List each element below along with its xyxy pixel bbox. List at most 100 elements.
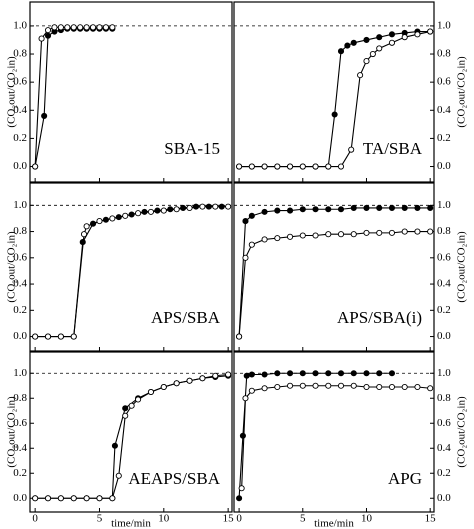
data-point: [414, 228, 421, 235]
data-point: [337, 382, 345, 389]
data-point: [388, 383, 396, 391]
data-point: [70, 495, 77, 502]
data-point: [44, 333, 52, 340]
data-point: [51, 24, 58, 31]
data-point: [236, 495, 243, 502]
y-axis-label: (CO₂out/CO₂in): [456, 231, 468, 303]
data-point: [357, 72, 364, 79]
data-point: [388, 31, 396, 38]
data-point: [261, 208, 268, 215]
y-tick-label: 0.6: [437, 76, 451, 88]
data-point: [299, 163, 306, 170]
data-point: [287, 207, 294, 214]
y-axis-label: (CO₂out/CO₂in): [6, 231, 18, 303]
x-tick-label: 10: [361, 513, 373, 525]
data-point: [109, 495, 116, 502]
y-tick-label: 0.4: [437, 104, 451, 116]
data-point: [325, 382, 332, 389]
y-tick-label: 0.2: [437, 304, 451, 316]
data-point: [427, 28, 434, 35]
y-tick-label: 0.2: [13, 132, 27, 144]
x-tick-label: 5: [300, 513, 306, 525]
y-tick-label: 0.0: [13, 160, 27, 172]
y-tick-label: 1.0: [437, 199, 451, 211]
y-tick-label: 0.6: [13, 251, 27, 263]
data-point: [287, 382, 294, 389]
data-point: [186, 204, 193, 211]
data-point: [57, 333, 64, 340]
curve: [34, 28, 113, 167]
data-point: [248, 241, 255, 248]
data-point: [344, 42, 351, 49]
data-point: [32, 495, 39, 502]
data-point: [199, 375, 206, 382]
data-point: [388, 204, 396, 211]
y-tick-label: 0.0: [13, 330, 27, 342]
y-tick-label: 1.0: [437, 367, 451, 379]
curve: [238, 372, 392, 499]
data-point: [274, 383, 281, 391]
data-point: [299, 370, 306, 377]
panel-frame: [233, 182, 435, 352]
y-tick-label: 0.2: [437, 467, 451, 479]
y-tick-label: 0.4: [13, 442, 27, 454]
data-point: [32, 333, 39, 340]
data-point: [350, 231, 357, 238]
curve: [34, 26, 113, 167]
y-tick-label: 0.0: [13, 492, 27, 504]
data-point: [376, 45, 383, 52]
y-tick-label: 0.4: [437, 278, 451, 290]
panel-label: APG: [388, 469, 422, 488]
data-point: [401, 34, 408, 41]
data-point: [325, 206, 332, 213]
x-tick-label: 0: [236, 513, 242, 525]
data-point: [236, 163, 243, 170]
data-point: [369, 50, 376, 58]
y-tick-label: 0.6: [437, 251, 451, 263]
data-point: [77, 24, 84, 31]
x-axis-label: time/min: [314, 518, 354, 529]
data-point: [350, 382, 357, 389]
data-point: [83, 495, 90, 502]
data-point: [173, 380, 180, 387]
y-tick-label: 0.6: [437, 417, 451, 429]
panel-label: AEAPS/SBA: [128, 469, 220, 488]
y-tick-label: 0.6: [13, 76, 27, 88]
x-tick-label: 0: [32, 513, 38, 525]
data-point: [363, 204, 370, 211]
y-tick-label: 1.0: [13, 19, 27, 31]
data-point: [261, 371, 268, 378]
y-tick-label: 1.0: [13, 199, 27, 211]
data-point: [363, 36, 370, 44]
data-point: [427, 385, 434, 392]
data-point: [236, 333, 243, 340]
data-point: [274, 207, 281, 214]
data-point: [325, 370, 332, 377]
data-point: [83, 223, 90, 230]
data-point: [243, 372, 250, 379]
data-point: [337, 370, 345, 377]
data-point: [299, 232, 306, 239]
y-tick-label: 0.4: [13, 278, 27, 290]
data-point: [225, 371, 232, 378]
data-point: [312, 206, 319, 213]
data-point: [363, 58, 370, 65]
data-point: [70, 24, 77, 31]
panel-frame: [29, 182, 233, 352]
data-point: [89, 24, 97, 31]
y-tick-label: 0.8: [13, 48, 27, 60]
data-point: [212, 203, 219, 210]
data-point: [96, 218, 103, 225]
data-point: [376, 229, 383, 236]
data-point: [388, 229, 396, 236]
data-point: [299, 382, 306, 389]
data-point: [44, 495, 52, 502]
y-tick-label: 0.8: [13, 392, 27, 404]
data-point: [109, 215, 116, 222]
y-tick-label: 0.8: [437, 225, 451, 237]
x-tick-label: 10: [158, 513, 170, 525]
data-point: [312, 370, 319, 377]
data-point: [376, 204, 383, 211]
data-point: [363, 383, 370, 391]
